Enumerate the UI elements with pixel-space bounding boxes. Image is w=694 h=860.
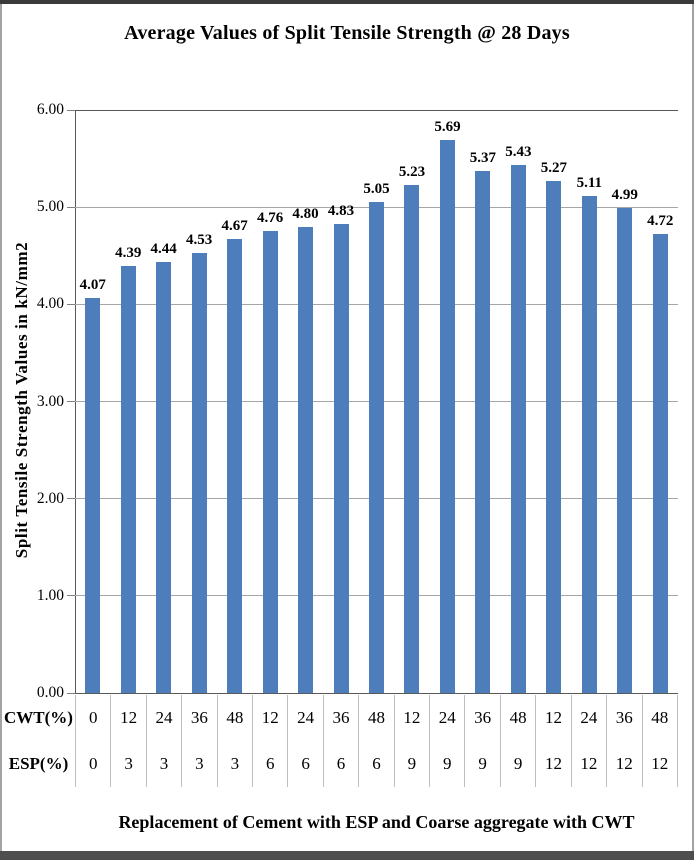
x-category-cell: 6 (287, 741, 322, 787)
bar-value-label: 4.44 (150, 240, 177, 257)
x-category-cell: 12 (110, 695, 145, 741)
x-category-cell: 9 (499, 741, 535, 787)
x-category-cell: 3 (216, 741, 252, 787)
bar-value-label: 4.99 (611, 187, 638, 204)
bar (404, 184, 420, 693)
y-tick-label: 6.00 (36, 101, 64, 118)
bar-value-label: 4.80 (292, 205, 319, 222)
chart-title: Average Values of Split Tensile Strength… (124, 22, 570, 44)
bar (227, 239, 243, 693)
x-category-cell: 36 (606, 695, 641, 741)
bar-value-label: 4.76 (256, 209, 284, 226)
x-category-cell: 9 (393, 741, 429, 787)
x-category-cell: 12 (393, 695, 429, 741)
x-category-cell: 12 (570, 741, 606, 787)
bar (120, 266, 136, 693)
x-category-cell: 0 (75, 741, 110, 787)
y-tick-label: 4.00 (36, 295, 64, 313)
y-tick-mark (67, 692, 75, 694)
bar (369, 202, 384, 693)
x-category-cell: 48 (358, 695, 393, 741)
x-row-header: ESP(%) (8, 754, 69, 773)
y-tick-mark (67, 303, 75, 305)
x-category-cell: 12 (641, 741, 678, 787)
frame-bottom-border (0, 851, 694, 860)
y-tick-label: 5.00 (36, 198, 64, 216)
bar (298, 226, 314, 693)
bar-value-label: 5.23 (398, 163, 426, 180)
bar (510, 165, 526, 693)
bar-value-label: 4.53 (186, 231, 213, 248)
bar-value-label: 5.27 (540, 159, 567, 176)
x-category-cell: 12 (535, 741, 570, 787)
x-category-cell: 12 (606, 741, 641, 787)
y-tick-mark (67, 206, 75, 208)
x-category-cell: 3 (145, 741, 181, 787)
x-table-row: CWT(%) 0 12 24 36 48 12 24 36 48 12 24 36 48 12 24 36 48 (2, 695, 678, 741)
x-category-cell: 6 (252, 741, 287, 787)
frame-left-border (0, 4, 2, 851)
x-category-cell: 48 (641, 695, 678, 741)
x-category-cell: 12 (252, 695, 287, 741)
bar (85, 297, 101, 693)
bar (333, 223, 349, 693)
x-category-cell: 6 (322, 741, 358, 787)
y-tick-mark (67, 109, 75, 111)
y-tick-mark (67, 595, 75, 597)
bar (652, 234, 668, 693)
bar (191, 252, 207, 693)
x-category-cell: 36 (181, 695, 216, 741)
bar-value-label: 4.83 (327, 202, 355, 219)
bar-value-label: 4.72 (647, 213, 674, 230)
bar (581, 196, 597, 693)
bar-value-label: 5.43 (505, 144, 532, 161)
x-category-cell: 48 (216, 695, 252, 741)
bar (262, 230, 278, 693)
y-tick-mark (67, 498, 75, 500)
bar-value-label: 4.67 (221, 218, 248, 235)
bar (546, 180, 562, 693)
x-category-cell: 12 (535, 695, 570, 741)
y-tick-labels: 0.00 1.00 2.00 3.00 4.00 5.00 6.00 (0, 101, 64, 701)
frame-right-border (692, 4, 694, 851)
y-tick-label: 0.00 (36, 684, 64, 701)
y-gridline (75, 109, 678, 111)
x-category-cell: 3 (181, 741, 216, 787)
x-category-cell: 9 (429, 741, 464, 787)
x-table-row: ESP(%) 0 3 3 3 3 6 6 6 6 9 9 9 9 12 12 12 12 (2, 741, 678, 787)
bar-value-label: 5.11 (576, 175, 603, 192)
bar-value-label: 5.69 (434, 119, 461, 136)
x-category-cell: 6 (358, 741, 393, 787)
bar-value-label: 4.07 (79, 276, 106, 293)
bar-value-label: 4.39 (115, 245, 142, 262)
y-gridline (75, 692, 678, 694)
x-category-cell: 24 (287, 695, 322, 741)
x-category-cell: 24 (570, 695, 606, 741)
bar (475, 171, 491, 693)
y-tick-label: 2.00 (36, 489, 64, 507)
x-category-cell: 0 (75, 695, 110, 741)
bar (439, 140, 455, 693)
bar-value-label: 5.37 (469, 150, 497, 167)
frame-top-border (0, 0, 694, 4)
x-category-cell: 36 (322, 695, 358, 741)
x-category-cell: 24 (429, 695, 464, 741)
x-category-cell: 48 (499, 695, 535, 741)
y-tick-label: 3.00 (36, 392, 64, 410)
x-axis-title: Replacement of Cement with ESP and Coars… (118, 812, 635, 832)
bar (156, 261, 172, 693)
x-category-table: CWT(%) 0 12 24 36 48 12 24 36 48 12 24 36 48 12 24 36 48 E… (2, 695, 678, 787)
x-category-cell: 24 (145, 695, 181, 741)
x-category-cell: 9 (464, 741, 499, 787)
y-tick-label: 1.00 (36, 586, 64, 604)
bar-value-label: 5.05 (363, 181, 390, 198)
x-category-cell: 36 (464, 695, 499, 741)
x-row-header: CWT(%) (4, 708, 73, 727)
y-tick-mark (67, 401, 75, 402)
plot-area: 4.07 4.39 4.44 4.53 4.67 4.76 4.80 4.83 5.05 5.23… (67, 109, 678, 694)
bar (617, 208, 633, 693)
x-category-cell: 3 (110, 741, 145, 787)
